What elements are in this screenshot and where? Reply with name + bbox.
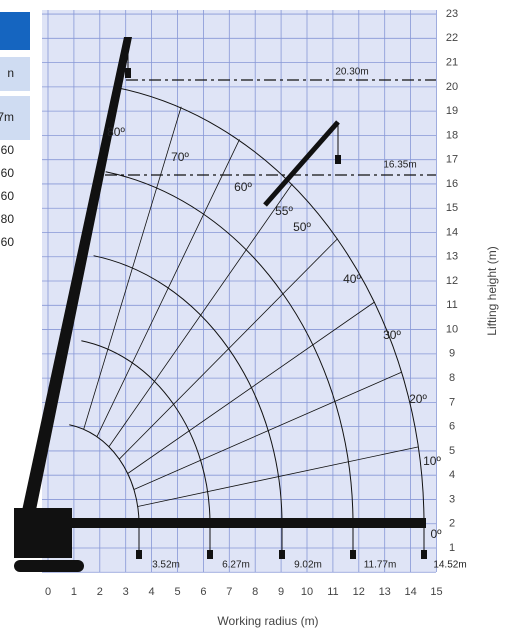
y-tick-label: 13 (446, 251, 458, 263)
y-tick-label: 10 (446, 323, 458, 335)
y-tick-label: 1 (449, 542, 455, 554)
y-tick-label: 20 (446, 81, 458, 93)
x-tick-label: 4 (149, 586, 155, 598)
height-label: 16.35m (383, 160, 416, 171)
y-tick-label: 23 (446, 8, 458, 20)
angle-line (108, 183, 293, 447)
x-tick-label: 10 (301, 586, 313, 598)
hook (125, 68, 131, 78)
y-tick-label: 15 (446, 202, 458, 214)
y-tick-label: 21 (446, 57, 458, 69)
x-tick-label: 1 (71, 586, 77, 598)
angle-label: 0º (430, 527, 442, 541)
y-tick-label: 6 (449, 421, 455, 433)
hook (207, 550, 213, 559)
panel-text: 7m (0, 110, 14, 124)
labels: 0 1 2 3 4 5 6 7 8 9 10 11 12 13 14 15123456789101112131… (45, 8, 467, 598)
angle-label: 50º (293, 220, 311, 234)
track (14, 560, 84, 572)
y-tick-label: 4 (449, 469, 455, 481)
panel-text: n (7, 66, 14, 80)
horizontal-boom (60, 518, 426, 528)
angle-line (127, 301, 375, 474)
y-tick-label: 14 (446, 226, 458, 238)
panel-cell (0, 57, 30, 91)
angle-label: 10º (423, 454, 441, 468)
radius-label: 6.27m (222, 560, 250, 571)
hook (136, 550, 142, 559)
hook (279, 550, 285, 559)
x-tick-label: 0 (45, 586, 51, 598)
grid (42, 10, 437, 573)
y-tick-label: 16 (446, 178, 458, 190)
y-tick-label: 8 (449, 372, 455, 384)
panel-text: 60 (1, 143, 15, 157)
angle-line (133, 371, 402, 490)
x-tick-label: 6 (200, 586, 206, 598)
panel-header (0, 12, 30, 50)
hook (350, 550, 356, 559)
x-tick-label: 15 (430, 586, 442, 598)
boom (20, 37, 132, 520)
y-tick-label: 7 (449, 396, 455, 408)
panel-text: 60 (1, 189, 15, 203)
x-tick-label: 5 (174, 586, 180, 598)
angle-label: 80º (107, 125, 125, 139)
x-axis-label: Working radius (m) (217, 614, 318, 628)
angle-label: 40º (343, 272, 361, 286)
crane (14, 37, 426, 572)
height-label: 20.30m (335, 67, 368, 78)
x-tick-label: 13 (379, 586, 391, 598)
x-tick-label: 7 (226, 586, 232, 598)
y-axis-label: Lifting height (m) (485, 246, 499, 335)
jib (263, 120, 340, 207)
y-tick-label: 12 (446, 275, 458, 287)
angle-label: 70º (171, 150, 189, 164)
angle-label: 20º (409, 392, 427, 406)
x-tick-label: 2 (97, 586, 103, 598)
panel-text: 60 (1, 166, 15, 180)
panel-cell (0, 96, 30, 140)
y-tick-label: 17 (446, 154, 458, 166)
angle-line (137, 446, 419, 507)
hook (421, 550, 427, 559)
panel-text: 80 (1, 212, 15, 226)
arc (69, 424, 140, 525)
angle-line (83, 106, 182, 430)
y-tick-label: 22 (446, 32, 458, 44)
x-tick-label: 3 (123, 586, 129, 598)
y-tick-label: 3 (449, 493, 455, 505)
hook (335, 155, 341, 164)
y-tick-label: 19 (446, 105, 458, 117)
radius-label: 9.02m (294, 560, 322, 571)
angle-label: 30º (383, 328, 401, 342)
y-tick-label: 5 (449, 445, 455, 457)
y-tick-label: 18 (446, 129, 458, 141)
x-tick-label: 9 (278, 586, 284, 598)
angle-line (119, 238, 338, 460)
left-panel: n 7m 60 60 60 80 60 (0, 12, 30, 249)
y-tick-label: 9 (449, 348, 455, 360)
hooks (136, 528, 427, 559)
angle-label: 60º (234, 180, 252, 194)
y-tick-label: 11 (446, 299, 457, 311)
grid-bg (42, 10, 436, 572)
x-tick-label: 8 (252, 586, 258, 598)
radius-label: 3.52m (152, 560, 180, 571)
arcs (69, 87, 425, 525)
radius-label: 11.77m (364, 560, 397, 571)
y-tick-label: 2 (449, 518, 455, 530)
x-tick-label: 12 (353, 586, 365, 598)
x-tick-label: 11 (327, 586, 338, 598)
x-tick-label: 14 (404, 586, 416, 598)
angle-line (96, 139, 240, 437)
angle-label: 55º (275, 204, 293, 218)
panel-text: 60 (1, 235, 15, 249)
chassis (14, 508, 72, 558)
radius-label: 14.52m (433, 560, 466, 571)
